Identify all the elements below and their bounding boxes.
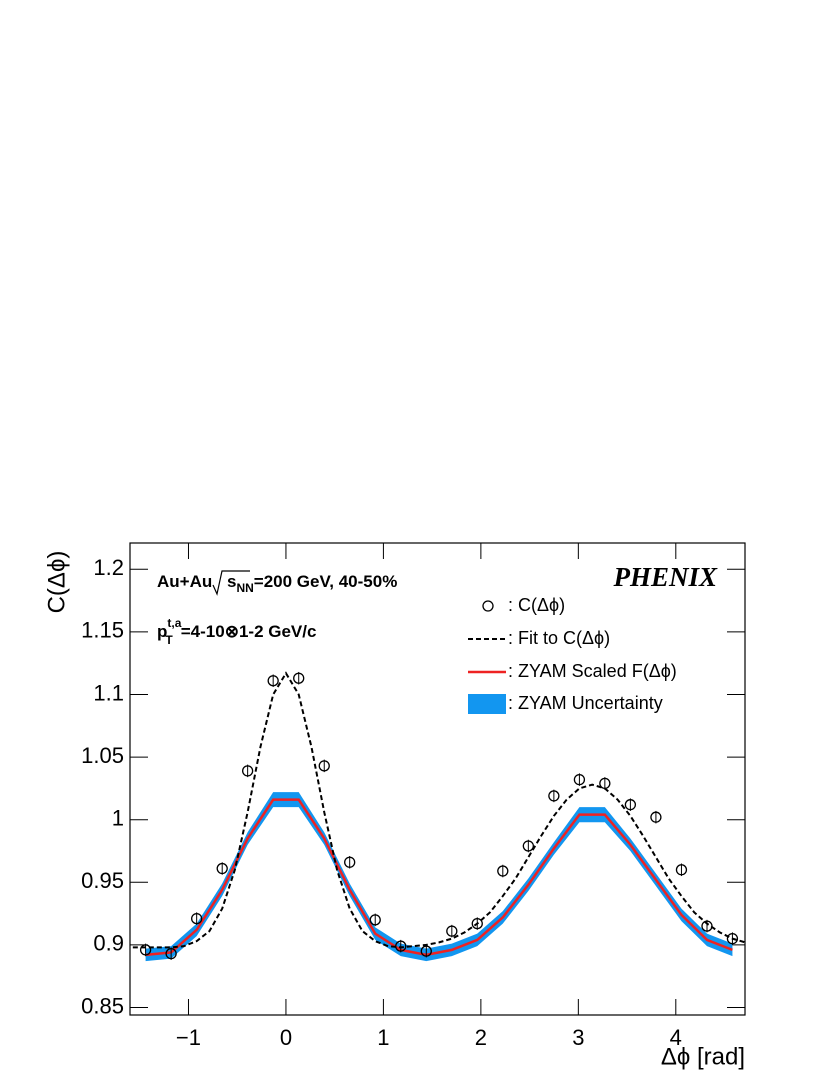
y-tick-label: 1.2 bbox=[93, 555, 124, 580]
x-tick-label: 0 bbox=[280, 1025, 292, 1050]
x-tick-label: 1 bbox=[377, 1025, 389, 1050]
experiment-label: PHENIX bbox=[612, 562, 718, 592]
y-tick-label: 0.85 bbox=[81, 993, 124, 1018]
data-point bbox=[522, 840, 534, 852]
data-point bbox=[650, 811, 662, 823]
x-tick-label: 2 bbox=[475, 1025, 487, 1050]
legend-label: : C(Δϕ) bbox=[508, 595, 565, 615]
data-point bbox=[267, 675, 279, 687]
y-tick-label: 1.05 bbox=[81, 743, 124, 768]
annotation-part: t,a bbox=[167, 616, 181, 630]
annotation: Au+Au sNN=200 GeV, 40-50% bbox=[157, 572, 397, 595]
x-axis-label: Δϕ [rad] bbox=[661, 1043, 745, 1070]
data-point bbox=[548, 790, 560, 802]
data-point bbox=[139, 944, 152, 956]
data-point bbox=[318, 760, 330, 772]
data-point bbox=[293, 672, 305, 684]
y-axis-label: C(Δϕ) bbox=[43, 551, 70, 614]
y-tick-label: 1.1 bbox=[93, 680, 124, 705]
data-point bbox=[369, 914, 381, 926]
data-point bbox=[599, 777, 611, 790]
zyam-line bbox=[145, 798, 733, 957]
legend-marker bbox=[482, 600, 494, 612]
annotation-part: NN bbox=[236, 581, 253, 595]
legend-label: : ZYAM Scaled F(Δϕ) bbox=[508, 661, 677, 681]
legend-marker bbox=[468, 694, 506, 714]
data-point bbox=[446, 925, 458, 937]
y-tick-label: 1.15 bbox=[81, 618, 124, 643]
annotation-part: =4-10⊗1-2 GeV/c bbox=[181, 622, 317, 641]
data-point bbox=[344, 856, 356, 868]
x-tick-label: 4 bbox=[670, 1025, 682, 1050]
annotation-part: p bbox=[157, 622, 167, 641]
data-point bbox=[395, 940, 407, 952]
x-tick-label: −1 bbox=[176, 1025, 201, 1050]
y-tick-label: 0.9 bbox=[93, 931, 124, 956]
legend-label: : Fit to C(Δϕ) bbox=[508, 628, 610, 648]
annotation-part: =200 GeV, 40-50% bbox=[254, 572, 398, 591]
data-point bbox=[675, 864, 688, 876]
data-point bbox=[191, 912, 203, 925]
x-tick-label: 3 bbox=[572, 1025, 584, 1050]
data-point bbox=[241, 765, 254, 777]
data-point bbox=[497, 865, 509, 877]
fit-line bbox=[132, 671, 745, 949]
legend-label: : ZYAM Uncertainty bbox=[508, 693, 663, 713]
annotation-part: s bbox=[227, 572, 236, 591]
data-point bbox=[471, 917, 483, 930]
data-point bbox=[573, 773, 586, 786]
sqrt-sign bbox=[212, 570, 250, 596]
annotation: pt,a T =4-10⊗1-2 GeV/c bbox=[157, 616, 316, 647]
annotation-part: T bbox=[165, 633, 173, 647]
plot-frame bbox=[129, 542, 746, 1016]
plot-area bbox=[132, 671, 745, 962]
y-tick-label: 1 bbox=[112, 806, 124, 831]
data-point bbox=[701, 920, 713, 932]
data-point bbox=[624, 799, 637, 811]
data-point bbox=[216, 862, 228, 875]
data-point bbox=[420, 945, 432, 957]
data-point bbox=[726, 932, 739, 945]
y-tick-label: 0.95 bbox=[81, 868, 124, 893]
annotation-part: Au+Au bbox=[157, 572, 217, 591]
data-point bbox=[165, 948, 177, 960]
